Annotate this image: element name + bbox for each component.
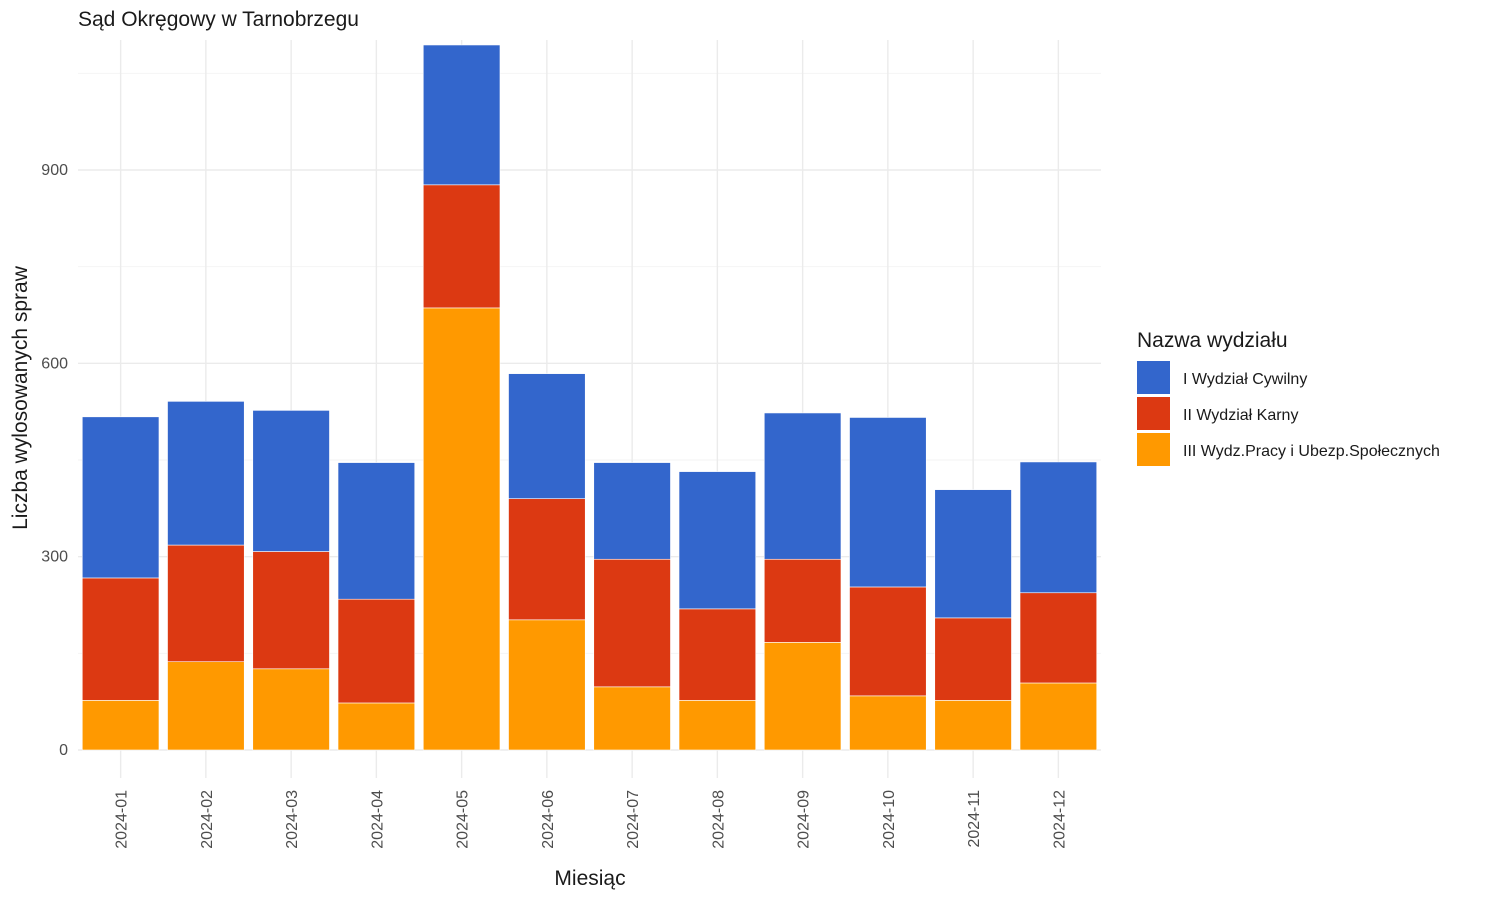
x-tick-label: 2024-11 [966, 790, 983, 848]
bar-segment [593, 462, 671, 560]
legend-swatch [1137, 361, 1170, 394]
bar-segment [252, 410, 330, 552]
legend-title: Nazwa wydziału [1137, 329, 1288, 352]
chart-title: Sąd Okręgowy w Tarnobrzegu [78, 8, 359, 31]
bar-segment [934, 700, 1012, 751]
bars [81, 44, 1098, 751]
x-tick-label: 2024-10 [881, 790, 898, 849]
y-axis-title: Liczba wylosowanych spraw [9, 265, 32, 530]
bar-segment [167, 401, 245, 546]
x-axis-ticks: 2024-01 2024-02 2024-03 2024-04 2024-05 2024-… [114, 790, 1069, 849]
x-tick-label: 2024-05 [455, 790, 472, 849]
y-tick-label: 600 [41, 355, 68, 372]
bar-segment [337, 702, 416, 751]
y-tick-label: 900 [41, 162, 68, 179]
bar-segment [1019, 461, 1098, 594]
bar-segment [678, 608, 757, 701]
x-tick-label: 2024-06 [540, 790, 557, 849]
x-tick-label: 2024-04 [369, 790, 386, 849]
x-tick-label: 2024-01 [114, 790, 131, 849]
legend-label: I Wydział Cywilny [1183, 371, 1307, 388]
x-axis-title: Miesiąc [554, 867, 625, 890]
bar-segment [763, 642, 842, 751]
bar-segment [252, 668, 330, 751]
bar-segment [678, 700, 757, 751]
x-tick-label: 2024-12 [1051, 790, 1068, 849]
x-tick-label: 2024-07 [625, 790, 642, 849]
bar-segment [422, 44, 501, 186]
bar-segment [422, 307, 501, 751]
x-tick-label: 2024-08 [710, 790, 727, 849]
bar-segment [593, 686, 671, 751]
bar-segment [593, 558, 671, 688]
bar-segment [81, 700, 160, 751]
x-tick-label: 2024-03 [284, 790, 301, 849]
bar-segment [508, 373, 586, 499]
bar-segment [763, 558, 842, 643]
legend-label: II Wydział Karny [1183, 407, 1298, 424]
bar-segment [337, 598, 416, 704]
bar-segment [252, 551, 330, 670]
bar-segment [934, 489, 1012, 619]
bar-segment [508, 619, 586, 751]
bar-segment [763, 412, 842, 560]
y-tick-label: 300 [41, 549, 68, 566]
bar-segment [934, 617, 1012, 701]
bar-segment [678, 471, 757, 610]
y-tick-label: 0 [59, 742, 68, 759]
x-tick-label: 2024-02 [199, 790, 216, 849]
bar-segment [81, 416, 160, 579]
bar-segment [849, 417, 927, 588]
legend: Nazwa wydziału I Wydział Cywilny II Wydzi… [1137, 329, 1440, 466]
bar-segment [1019, 592, 1098, 684]
bar-segment [167, 661, 245, 751]
bar-segment [508, 498, 586, 621]
bar-segment [337, 462, 416, 600]
x-tick-label: 2024-09 [796, 790, 813, 849]
legend-label: III Wydz.Pracy i Ubezp.Społecznych [1183, 443, 1440, 460]
bar-segment [167, 544, 245, 663]
bar-segment [1019, 682, 1098, 751]
legend-swatch [1137, 397, 1170, 430]
bar-segment [81, 577, 160, 701]
y-axis-ticks: 0 300 600 900 [41, 162, 68, 759]
bar-segment [849, 695, 927, 751]
bar-segment [422, 184, 501, 309]
bar-segment [849, 586, 927, 697]
legend-swatch [1137, 433, 1170, 466]
